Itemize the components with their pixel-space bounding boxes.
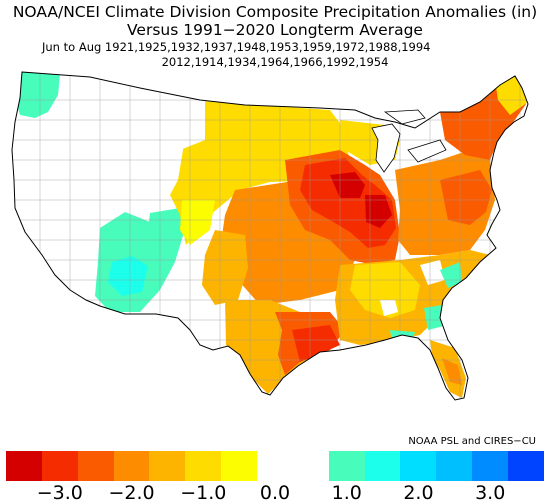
color-legend bbox=[6, 451, 544, 481]
legend-swatch bbox=[328, 451, 365, 481]
legend-swatch bbox=[113, 451, 150, 481]
legend-tick-label: 2.0 bbox=[403, 482, 434, 504]
credit-label: NOAA PSL and CIRES−CU bbox=[408, 436, 536, 447]
legend-tick-label: −1.0 bbox=[180, 482, 227, 504]
legend-swatch bbox=[472, 451, 509, 481]
legend-ticks: −3.0 −2.0 −1.0 0.0 1.0 2.0 3.0 bbox=[6, 480, 544, 504]
legend-tick-label: 3.0 bbox=[475, 482, 506, 504]
map-title: NOAA/NCEI Climate Division Composite Pre… bbox=[12, 3, 538, 21]
composite-years-line-2: 2012,1914,1934,1964,1966,1992,1954 bbox=[161, 55, 389, 69]
panhandle-region bbox=[390, 330, 415, 342]
lake-michigan bbox=[371, 123, 401, 173]
mid-atlantic-region bbox=[440, 170, 492, 225]
legend-swatch bbox=[508, 451, 544, 481]
lake-erie bbox=[407, 139, 447, 163]
legend-swatch bbox=[185, 451, 222, 481]
anomaly-fill bbox=[12, 72, 528, 400]
georgia-region bbox=[424, 305, 444, 330]
legend-swatch bbox=[292, 451, 329, 481]
legend-swatch bbox=[41, 451, 78, 481]
pacific-northwest-region bbox=[14, 72, 60, 118]
legend-tick-label: 1.0 bbox=[331, 482, 362, 504]
colorado-region bbox=[148, 208, 184, 238]
carolina-coast-region bbox=[440, 262, 462, 288]
front-range-region bbox=[180, 200, 215, 245]
corn-belt-region bbox=[300, 158, 396, 248]
lake-superior bbox=[383, 109, 426, 125]
legend-swatch bbox=[221, 451, 258, 481]
texas-gulf-core bbox=[292, 325, 340, 362]
composite-years-line-1: Jun to Aug 1921,1925,1932,1937,1948,1953… bbox=[42, 40, 431, 54]
northern-plains-region bbox=[170, 100, 350, 245]
map-title-line-2: Versus 1991−2020 Longterm Average bbox=[127, 21, 423, 39]
legend-swatch bbox=[436, 451, 473, 481]
legend-swatch bbox=[6, 451, 42, 481]
south-florida-region bbox=[442, 358, 462, 385]
legend-swatch bbox=[77, 451, 114, 481]
legend-swatch bbox=[364, 451, 401, 481]
legend-tick-label: 0.0 bbox=[259, 482, 291, 504]
us-anomaly-map bbox=[11, 71, 529, 401]
iowa-core bbox=[330, 172, 365, 198]
legend-swatch bbox=[149, 451, 186, 481]
western-plains-region bbox=[202, 230, 248, 305]
legend-swatch bbox=[400, 451, 437, 481]
legend-tick-label: −2.0 bbox=[108, 482, 155, 504]
legend-swatch bbox=[257, 451, 293, 481]
legend-tick-label: −3.0 bbox=[36, 482, 83, 504]
deep-south-region bbox=[350, 262, 420, 318]
arizona-wet-core bbox=[108, 256, 148, 296]
